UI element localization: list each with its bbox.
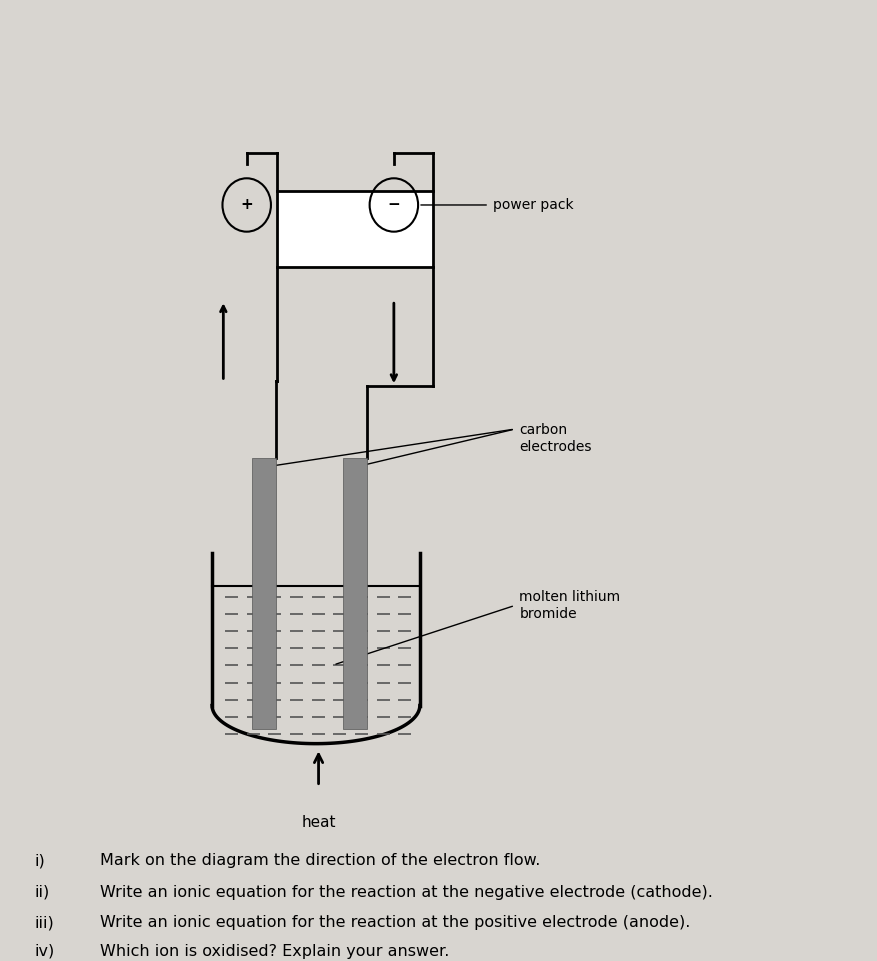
Text: iv): iv) <box>34 944 55 959</box>
Text: ii): ii) <box>34 885 50 899</box>
Text: Mark on the diagram the direction of the electron flow.: Mark on the diagram the direction of the… <box>100 853 540 869</box>
Text: iii): iii) <box>34 915 54 930</box>
Text: molten lithium
bromide: molten lithium bromide <box>519 590 621 621</box>
Text: +: + <box>240 197 253 212</box>
FancyBboxPatch shape <box>277 190 433 267</box>
Text: heat: heat <box>302 815 336 830</box>
Bar <box>343 457 367 729</box>
Text: Which ion is oxidised? Explain your answer.: Which ion is oxidised? Explain your answ… <box>100 944 449 959</box>
Text: Write an ionic equation for the reaction at the positive electrode (anode).: Write an ionic equation for the reaction… <box>100 915 690 930</box>
Text: i): i) <box>34 853 46 869</box>
Text: carbon
electrodes: carbon electrodes <box>519 424 592 454</box>
Text: power pack: power pack <box>494 198 574 212</box>
Bar <box>252 457 276 729</box>
Text: Write an ionic equation for the reaction at the negative electrode (cathode).: Write an ionic equation for the reaction… <box>100 885 712 899</box>
Text: −: − <box>388 197 400 212</box>
